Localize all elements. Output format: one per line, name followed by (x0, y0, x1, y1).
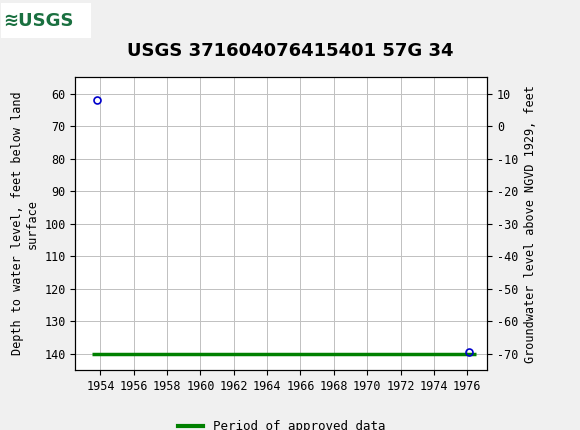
Y-axis label: Groundwater level above NGVD 1929, feet: Groundwater level above NGVD 1929, feet (524, 85, 537, 362)
Bar (1, 3, 91, 37)
Text: USGS 371604076415401 57G 34: USGS 371604076415401 57G 34 (127, 42, 453, 60)
Legend: Period of approved data: Period of approved data (172, 415, 390, 430)
Text: ≋USGS: ≋USGS (3, 12, 74, 29)
Y-axis label: Depth to water level, feet below land
surface: Depth to water level, feet below land su… (11, 92, 39, 356)
